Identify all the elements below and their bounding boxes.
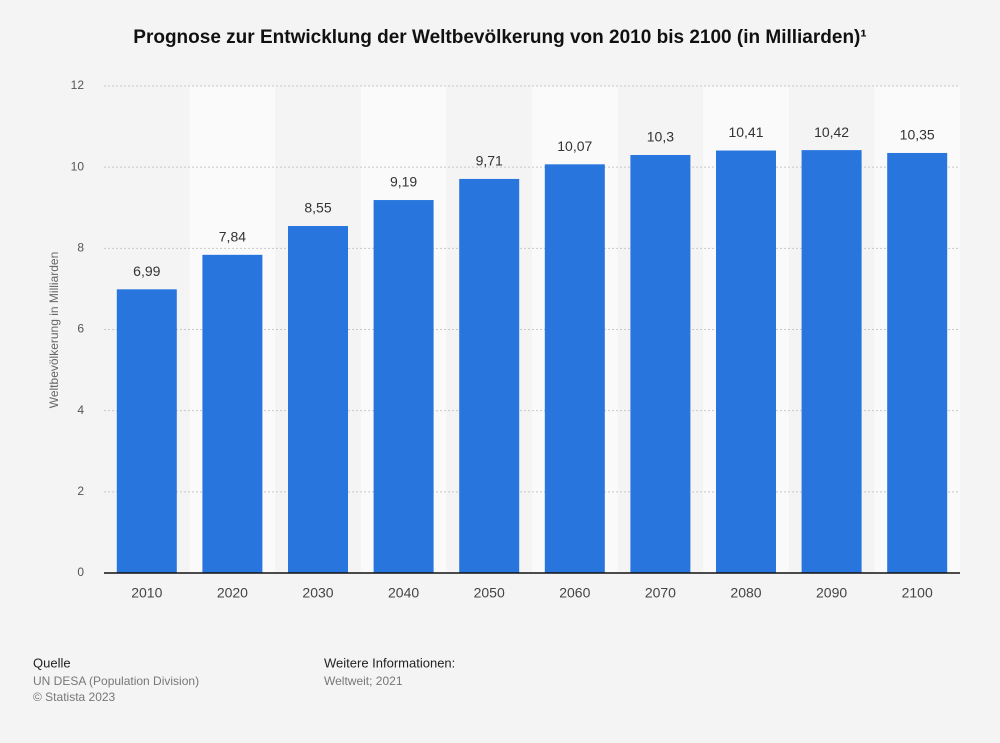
x-tick-label: 2040 xyxy=(388,585,419,601)
value-label: 10,41 xyxy=(728,124,763,140)
x-tick-label: 2030 xyxy=(302,585,333,601)
bar xyxy=(716,150,776,573)
value-label: 10,42 xyxy=(814,124,849,140)
y-axis-label: Weltbevölkerung in Milliarden xyxy=(47,252,61,409)
bar xyxy=(288,226,348,573)
bar xyxy=(373,200,434,573)
x-tick-label: 2070 xyxy=(645,585,676,601)
x-tick-label: 2060 xyxy=(559,585,590,601)
bar xyxy=(544,164,605,573)
value-label: 8,55 xyxy=(304,200,331,216)
y-tick-label: 4 xyxy=(77,403,84,417)
x-tick-label: 2090 xyxy=(816,585,847,601)
bar xyxy=(801,150,862,573)
bar xyxy=(887,152,948,573)
chart-title: Prognose zur Entwicklung der Weltbevölke… xyxy=(133,27,866,48)
x-tick-label: 2080 xyxy=(730,585,761,601)
bar xyxy=(202,254,263,573)
bar xyxy=(630,154,691,573)
y-tick-label: 2 xyxy=(77,484,84,498)
y-tick-label: 8 xyxy=(77,241,84,255)
x-tick-label: 2020 xyxy=(217,585,248,601)
bar xyxy=(116,289,177,573)
x-tick-label: 2010 xyxy=(131,585,162,601)
y-tick-label: 12 xyxy=(71,78,85,92)
y-tick-label: 10 xyxy=(71,159,85,173)
value-label: 10,3 xyxy=(647,129,674,145)
copyright: © Statista 2023 xyxy=(33,690,116,704)
source-heading: Quelle xyxy=(33,655,71,670)
y-tick-label: 0 xyxy=(77,565,84,579)
x-tick-label: 2050 xyxy=(474,585,505,601)
value-label: 7,84 xyxy=(219,229,246,245)
y-tick-label: 6 xyxy=(77,322,84,336)
value-label: 9,19 xyxy=(390,174,417,190)
value-label: 10,07 xyxy=(557,138,592,154)
value-label: 6,99 xyxy=(133,263,160,279)
x-tick-label: 2100 xyxy=(902,585,933,601)
bar xyxy=(459,178,520,573)
source: UN DESA (Population Division) xyxy=(33,674,199,688)
value-label: 9,71 xyxy=(476,153,503,169)
value-label: 10,35 xyxy=(900,127,935,143)
info: Weltweit; 2021 xyxy=(324,674,403,688)
info-heading: Weitere Informationen: xyxy=(324,655,455,670)
